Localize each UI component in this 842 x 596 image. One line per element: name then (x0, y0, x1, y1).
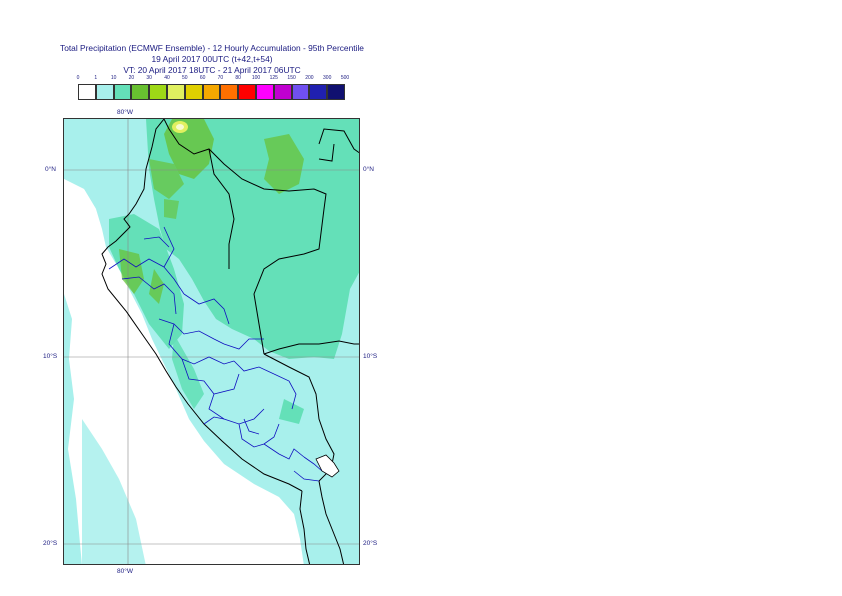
map-panel (63, 118, 360, 565)
lon-label-80w-top: 80°W (117, 109, 133, 116)
legend-threshold-label: 125 (269, 75, 278, 81)
precip-field-green (119, 119, 304, 304)
legend-threshold-label: 10 (110, 75, 117, 81)
legend-color-box (309, 84, 328, 100)
legend-threshold-label: 30 (146, 75, 152, 81)
admin-boundaries (108, 226, 323, 482)
legend-color-box (149, 84, 167, 100)
graticule (64, 119, 359, 564)
legend-threshold-label: 0 (76, 75, 80, 81)
legend-color-box (202, 84, 221, 100)
legend-color-box (238, 84, 256, 100)
legend-threshold-label: 150 (287, 75, 296, 81)
legend-color-box (291, 84, 310, 100)
legend-color-box (78, 84, 96, 100)
precipitation-map (64, 119, 359, 564)
legend-color-box (167, 84, 185, 100)
legend-color-box (220, 84, 239, 100)
lat-label-10s-left: 10°S (43, 353, 58, 360)
legend-threshold-label: 1 (94, 75, 98, 81)
legend-threshold-label: 300 (323, 75, 332, 81)
lat-label-0n-left: 0°N (45, 166, 56, 173)
color-legend: 0 1 10 20 30 40 50 60 70 80 100 125 150 200 300 500 (0, 0, 842, 110)
legend-threshold-label: 60 (199, 75, 206, 81)
legend-threshold-label: 80 (235, 75, 241, 81)
legend-color-box (113, 84, 132, 100)
legend-threshold-label: 50 (182, 75, 188, 81)
precip-field-medium (109, 119, 359, 424)
legend-color-box (256, 84, 274, 100)
legend-threshold-label: 70 (217, 75, 224, 81)
legend-threshold-label: 100 (251, 75, 261, 81)
lake-titicaca (315, 454, 340, 478)
legend-threshold-label: 40 (164, 75, 170, 81)
legend-color-box (184, 84, 203, 100)
legend-threshold-label: 20 (128, 75, 135, 81)
lat-label-0n-right: 0°N (363, 166, 374, 173)
title-line-3: VT: 20 April 2017 18UTC - 21 April 2017 … (123, 65, 301, 75)
legend-threshold-label: 200 (305, 75, 314, 81)
legend-threshold-label: 500 (340, 75, 350, 81)
title-line-1: Total Precipitation (ECMWF Ensemble) - 1… (60, 43, 364, 53)
title-line-2: 19 April 2017 00UTC (t+42,t+54) (151, 54, 273, 64)
lon-label-80w-bottom: 80°W (117, 568, 133, 575)
legend-color-box (95, 84, 114, 100)
legend-color-box (273, 84, 292, 100)
legend-color-box (327, 84, 345, 100)
lat-label-20s-right: 20°S (363, 540, 378, 547)
lat-label-10s-right: 10°S (363, 353, 378, 360)
precip-field-yellow (172, 121, 188, 133)
lat-label-20s-left: 20°S (43, 540, 58, 547)
legend-color-box (131, 84, 150, 100)
